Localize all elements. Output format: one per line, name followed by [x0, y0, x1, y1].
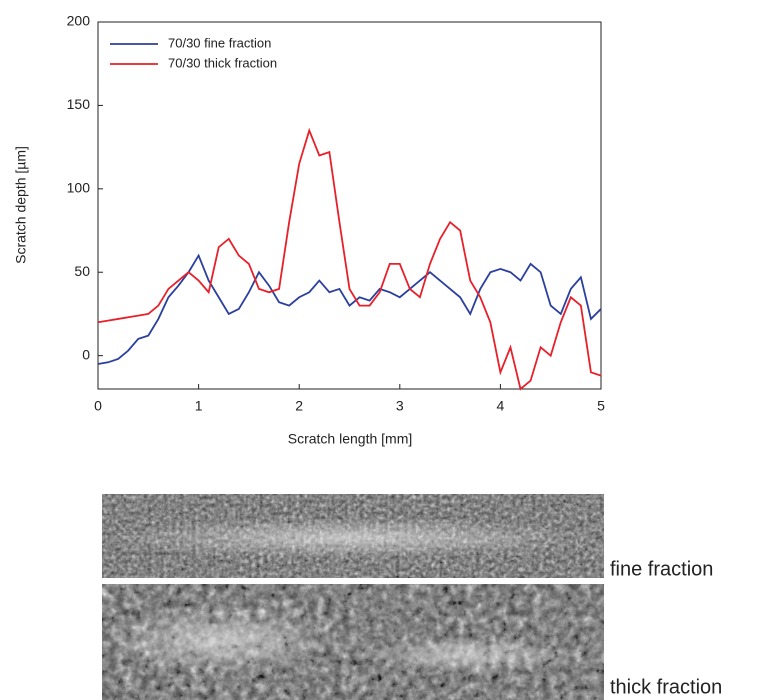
y-tick-label: 50	[74, 263, 90, 279]
plot-frame	[97, 21, 602, 390]
series-line	[97, 253, 602, 365]
x-tick-label: 0	[94, 398, 102, 414]
x-tick-label: 5	[597, 398, 605, 414]
x-tick-label: 3	[396, 398, 404, 414]
micrograph-thick	[100, 584, 604, 700]
y-tick-label: 200	[67, 13, 91, 29]
micrograph-label: thick fraction	[610, 676, 722, 698]
y-axis-label: Scratch depth [µm]	[13, 146, 29, 264]
y-tick-label: 0	[82, 346, 90, 362]
x-tick-label: 4	[497, 398, 505, 414]
series-line	[97, 127, 602, 391]
legend-label: 70/30 thick fraction	[168, 55, 277, 70]
x-tick-label: 1	[195, 398, 203, 414]
x-axis-label: Scratch length [mm]	[288, 431, 413, 447]
y-tick-label: 150	[67, 96, 91, 112]
micrograph-fine	[100, 494, 604, 578]
x-tick-label: 2	[295, 398, 303, 414]
y-tick-label: 100	[67, 180, 91, 196]
legend-label: 70/30 fine fraction	[168, 35, 271, 50]
micrograph-label: fine fraction	[610, 558, 713, 580]
